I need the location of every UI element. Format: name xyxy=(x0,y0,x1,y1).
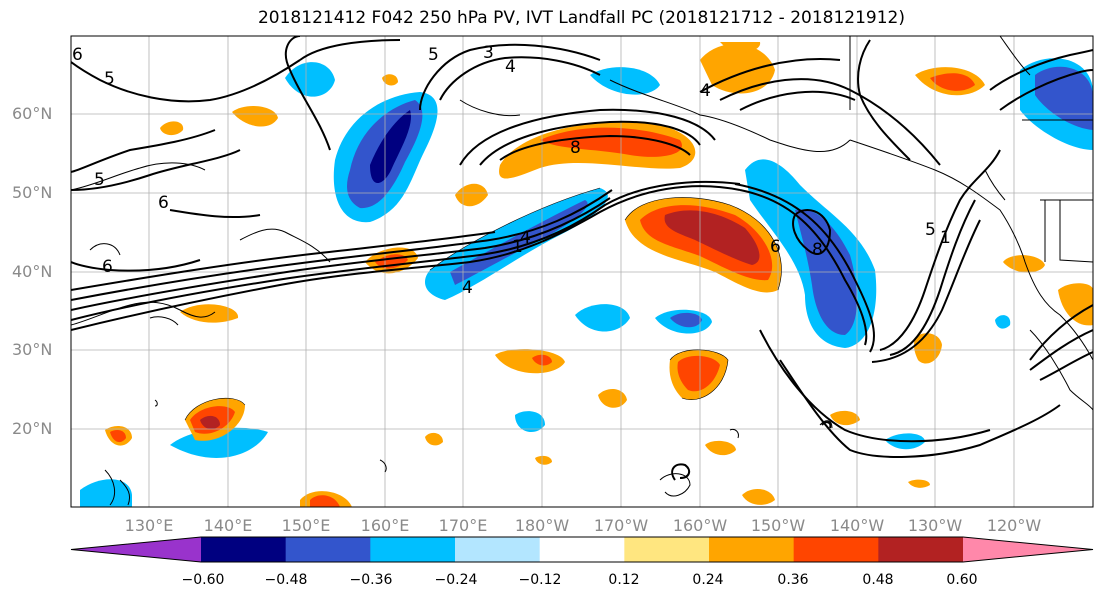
contour-label: 6 xyxy=(158,193,169,213)
contour-label: 8 xyxy=(812,240,823,260)
contour-label: 8 xyxy=(570,138,581,158)
colorbar-outline xyxy=(70,536,1094,563)
map-frame xyxy=(70,35,1094,508)
contour-label: 5 xyxy=(104,69,115,89)
colorbar xyxy=(70,536,1094,563)
pv-pos-region xyxy=(160,121,184,136)
pv-pos-region xyxy=(200,415,220,430)
contour-label: 5 xyxy=(94,170,105,190)
pv-pos-region xyxy=(1058,283,1093,326)
colorbar-segment xyxy=(709,537,795,562)
contour-label: 4 xyxy=(505,57,516,77)
contour-label: 6 xyxy=(72,45,83,65)
lon-label-160w: 160°W xyxy=(672,516,728,535)
pv-neg-region xyxy=(515,411,545,433)
pv-pos-region xyxy=(720,42,761,53)
pv-neg-region xyxy=(285,62,335,97)
lat-label-60n: 60°N xyxy=(12,104,53,123)
pv-pos-region xyxy=(425,432,443,446)
colorbar-segment xyxy=(793,537,879,562)
colorbar-segment xyxy=(201,537,287,562)
pv-pos-region xyxy=(830,410,860,426)
colorbar-extend-max xyxy=(963,537,1093,562)
pv-pos-region xyxy=(495,349,565,374)
contour-label: 3 xyxy=(483,43,494,63)
colorbar-segment xyxy=(455,537,541,562)
contour-label: 6 xyxy=(102,257,113,277)
lon-label-150w: 150°W xyxy=(750,516,806,535)
pv-neg-region xyxy=(995,315,1011,329)
contour-label: 4 xyxy=(520,228,531,248)
pv-pos-region xyxy=(930,73,975,91)
colorbar-tick: −0.12 xyxy=(518,572,562,588)
colorbar-tick: 0.60 xyxy=(946,572,978,588)
pv-neg-region xyxy=(370,110,411,184)
pv-pos-region xyxy=(705,440,736,456)
pv-pos-region xyxy=(908,479,930,488)
colorbar-segment xyxy=(878,537,964,562)
lat-label-50n: 50°N xyxy=(12,183,53,202)
colorbar-tick: 0.48 xyxy=(862,572,894,588)
pv-pos-region xyxy=(540,127,682,157)
pv-pos-region xyxy=(232,106,278,127)
lon-label-120w: 120°W xyxy=(986,516,1042,535)
colorbar-segment xyxy=(370,537,456,562)
pv-neg-region xyxy=(670,312,702,328)
lon-label-130w: 130°W xyxy=(907,516,963,535)
pv-pos-region xyxy=(1003,255,1045,273)
pv-pos-region xyxy=(310,495,340,507)
pv-pos-region xyxy=(700,43,775,94)
pv-neg-region xyxy=(80,479,132,507)
contour-label: 1 xyxy=(512,237,523,257)
pv-pos-region xyxy=(382,74,398,86)
contour-label: 6 xyxy=(770,237,781,257)
contour-label: 1 xyxy=(940,228,951,248)
lon-label-150e: 150°E xyxy=(281,516,331,535)
contour-label: 5 xyxy=(925,220,936,240)
pv-neg-region xyxy=(590,67,660,95)
map-area xyxy=(71,36,1093,507)
pv-pos-region xyxy=(677,355,720,392)
pv-pos-region xyxy=(742,488,775,505)
colorbar-segment xyxy=(539,537,625,562)
colorbar-tick: −0.24 xyxy=(434,572,478,588)
lat-label-20n: 20°N xyxy=(12,419,53,438)
lat-label-40n: 40°N xyxy=(12,262,53,281)
colorbar-tick: 0.24 xyxy=(692,572,724,588)
graticule xyxy=(71,36,1093,507)
colorbar-tick: 0.36 xyxy=(777,572,809,588)
pv-pos-region xyxy=(180,304,239,323)
colorbar-tick: −0.36 xyxy=(349,572,393,588)
pv-neg-region xyxy=(575,304,630,332)
lon-label-130e: 130°E xyxy=(124,516,174,535)
lon-label-140w: 140°W xyxy=(829,516,885,535)
colorbar-extend-min xyxy=(71,537,201,562)
pv-neg-region xyxy=(450,200,588,285)
lon-label-160e: 160°E xyxy=(360,516,410,535)
contour-label: 4 xyxy=(462,278,473,298)
lat-label-30n: 30°N xyxy=(12,340,53,359)
pv-pos-region xyxy=(664,210,760,265)
lon-label-170w: 170°W xyxy=(593,516,649,535)
lon-label-180w: 180°W xyxy=(514,516,570,535)
colorbar-tick: 0.12 xyxy=(608,572,640,588)
pv-pos-region xyxy=(535,455,552,465)
contour-lines xyxy=(71,36,1093,481)
map-title: 2018121412 F042 250 hPa PV, IVT Landfall… xyxy=(257,8,905,28)
contour-label: 4 xyxy=(700,81,711,101)
pv-pos-region xyxy=(110,430,126,443)
lon-label-170e: 170°E xyxy=(438,516,488,535)
colorbar-tick: −0.48 xyxy=(264,572,308,588)
lon-label-140e: 140°E xyxy=(203,516,253,535)
contour-label: 5 xyxy=(428,45,439,65)
colorbar-tick: −0.60 xyxy=(181,572,225,588)
colorbar-segment xyxy=(624,537,710,562)
pv-pos-region xyxy=(598,388,627,408)
colorbar-segment xyxy=(285,537,371,562)
